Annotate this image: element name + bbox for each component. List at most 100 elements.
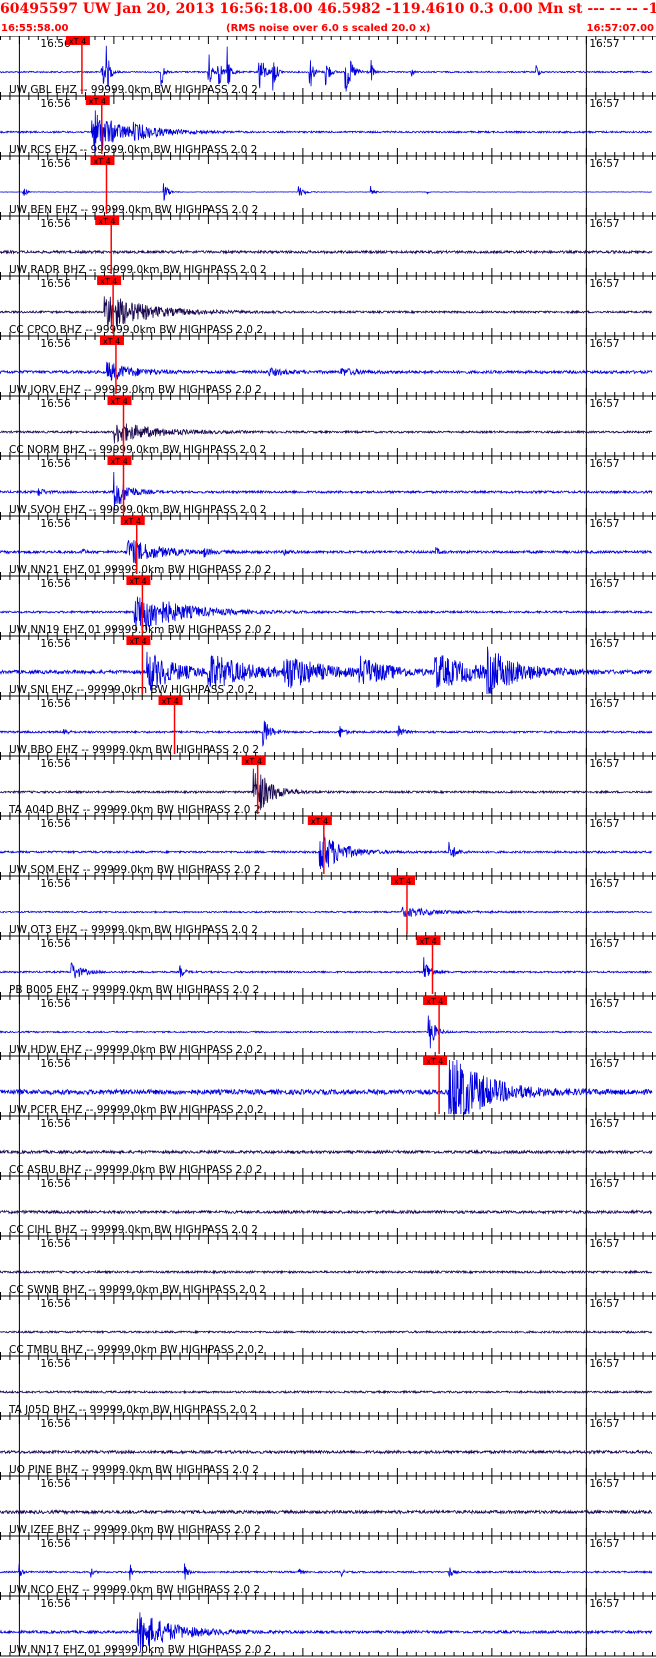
minute-label: 16:57 [589, 1238, 619, 1250]
station-label: UW HDW EHZ -- 99999.0km BW HIGHPASS 2.0 … [9, 1044, 263, 1056]
trace-row: 16:56 16:57 UW NN17 EHZ 01 99999.0km BW HI… [0, 1595, 656, 1656]
minute-label: 16:57 [589, 1598, 619, 1610]
trace-row: 16:56 16:57 TA J05D BHZ -- 99999.0km BW HI… [0, 1355, 656, 1416]
station-label: UW GBL EHZ -- 99999.0km BW HIGHPASS 2.0 … [9, 84, 258, 96]
minute-label: 16:57 [589, 338, 619, 350]
minute-label: 16:56 [40, 1058, 71, 1070]
minute-label: 16:57 [589, 1178, 619, 1190]
pick-label: xT 4 [111, 397, 128, 406]
waveform [0, 720, 653, 748]
pick-flag [158, 696, 183, 705]
station-label: UW NN21 EHZ 01 99999.0km BW HIGHPASS 2.0… [9, 564, 271, 576]
pick-flag [120, 516, 145, 525]
station-label: UW JORV EHZ -- 99999.0km BW HIGHPASS 2.0… [9, 384, 262, 396]
pick-label: xT 4 [426, 1057, 443, 1066]
minute-label: 16:56 [40, 278, 71, 290]
station-label: UW NN17 EHZ 01 99999.0km BW HIGHPASS 2.0… [9, 1644, 271, 1656]
waveform [0, 249, 653, 255]
trace-row: 16:56 16:57 CC CIHL BHZ -- 99999.0km BW HI… [0, 1175, 656, 1236]
trace-row: 16:56 16:57 UW RCS EHZ -- 99999.0km BW HIG… [0, 95, 656, 156]
waveform [0, 1449, 653, 1455]
trace-row: 16:56 16:57 CC TMBU BHZ -- 99999.0km BW HI… [0, 1295, 656, 1356]
pick-label: xT 4 [111, 457, 128, 466]
minute-label: 16:57 [589, 458, 619, 470]
pick-flag [85, 96, 110, 105]
minute-label: 16:56 [40, 398, 71, 410]
trace-row: 16:56 16:57 UO PINE BHZ -- 99999.0km BW HI… [0, 1415, 656, 1476]
station-label: TA A04D BHZ -- 99999.0km BW HIGHPASS 2.0… [8, 804, 261, 816]
minute-label: 16:56 [40, 518, 71, 530]
minute-label: 16:56 [40, 38, 71, 50]
waveform [0, 957, 653, 979]
minute-label: 16:57 [589, 38, 619, 50]
minute-label: 16:56 [40, 578, 71, 590]
waveform [0, 296, 653, 328]
trace-row: 16:56 16:57 CC NORM BHZ -- 99999.0km BW HI… [0, 395, 656, 456]
minute-label: 16:57 [589, 158, 619, 170]
minute-label: 16:57 [589, 1418, 619, 1430]
pick-flag [107, 456, 132, 465]
pick-flag [126, 576, 151, 585]
minute-label: 16:57 [589, 1058, 619, 1070]
pick-flag [65, 36, 90, 45]
minute-label: 16:56 [40, 698, 71, 710]
minute-label: 16:56 [40, 1418, 71, 1430]
station-label: UW OT3 EHZ -- 99999.0km BW HIGHPASS 2.0 … [9, 924, 258, 936]
station-label: UW NCO EHZ -- 99999.0km BW HIGHPASS 2.0 … [9, 1584, 260, 1596]
minute-label: 16:56 [40, 818, 71, 830]
minute-label: 16:57 [589, 698, 619, 710]
trace-row: 16:56 16:57 CC ASBU BHZ -- 99999.0km BW HI… [0, 1115, 656, 1176]
waveform [0, 832, 653, 870]
waveform [0, 1563, 653, 1581]
waveform [0, 1015, 653, 1049]
station-label: CC ASBU BHZ -- 99999.0km BW HIGHPASS 2.0… [9, 1164, 263, 1176]
pick-flag [390, 876, 415, 885]
pick-flag [241, 756, 266, 765]
waveform [0, 1508, 653, 1516]
minute-label: 16:56 [40, 1538, 71, 1550]
pick-flag [416, 936, 441, 945]
trace-row: 16:56 16:57 UW IZEE BHZ -- 99999.0km BW HI… [0, 1475, 656, 1536]
pick-label: xT 4 [394, 877, 411, 886]
minute-label: 16:56 [40, 218, 71, 230]
minute-label: 16:57 [589, 578, 619, 590]
waveform [0, 183, 652, 201]
trace-row: 16:56 16:57 UW BBO EHZ -- 99999.0km BW HIG… [0, 695, 656, 756]
waveform [0, 1209, 653, 1215]
trace-row: 16:56 16:57 UW PCFR EHZ -- 99999.0km BW HI… [0, 1055, 656, 1116]
pick-flag [107, 396, 132, 405]
waveform [0, 540, 653, 565]
waveform [0, 906, 653, 918]
minute-label: 16:56 [40, 458, 71, 470]
pick-label: xT 4 [98, 217, 115, 226]
waveform [0, 1389, 653, 1395]
minute-label: 16:57 [589, 938, 619, 950]
waveform [0, 596, 653, 632]
pick-flag [90, 156, 115, 165]
station-label: UO PINE BHZ -- 99999.0km BW HIGHPASS 2.0… [9, 1464, 259, 1476]
waveform [0, 1329, 653, 1335]
waveform [0, 1269, 653, 1275]
pick-label: xT 4 [129, 577, 146, 586]
minute-label: 16:56 [40, 338, 71, 350]
waveform [0, 1149, 653, 1155]
pick-label: xT 4 [419, 937, 436, 946]
waveform [0, 646, 653, 695]
plot-header: 60495597 UW Jan 20, 2013 16:56:18.00 46.… [0, 0, 656, 36]
pick-label: xT 4 [162, 697, 179, 706]
pick-flag [126, 636, 151, 645]
station-label: UW NN19 EHZ 01 99999.0km BW HIGHPASS 2.0… [9, 624, 271, 636]
station-label: UW IZEE BHZ -- 99999.0km BW HIGHPASS 2.0… [9, 1524, 261, 1536]
station-label: UW RCS EHZ -- 99999.0km BW HIGHPASS 2.0 … [9, 144, 257, 156]
station-label: UW SQM EHZ -- 99999.0km BW HIGHPASS 2.0 … [9, 864, 261, 876]
minute-label: 16:56 [40, 1358, 71, 1370]
minute-label: 16:57 [589, 998, 619, 1010]
station-label: UW PCFR EHZ -- 99999.0km BW HIGHPASS 2.0… [9, 1104, 264, 1116]
minute-label: 16:57 [589, 1538, 619, 1550]
minute-label: 16:56 [40, 758, 71, 770]
pick-flag [97, 276, 122, 285]
minute-label: 16:56 [40, 1298, 71, 1310]
pick-label: xT 4 [103, 337, 120, 346]
trace-row: 16:56 16:57 UW BEN EHZ -- 99999.0km BW HIG… [0, 155, 656, 216]
station-label: CC CPCO BHZ -- 99999.0km BW HIGHPASS 2.0… [9, 324, 263, 336]
